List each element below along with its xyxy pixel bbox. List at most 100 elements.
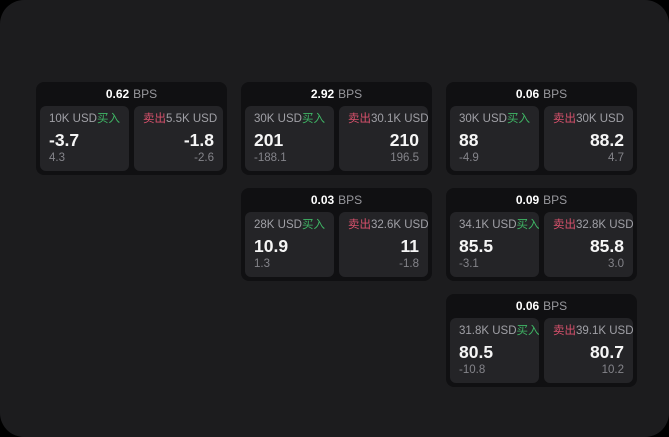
sell-price: 88.2	[589, 129, 624, 150]
buy-side-label: 买入	[302, 113, 325, 125]
bps-header: 0.06 BPS	[446, 294, 637, 318]
quote-cards-grid: 0.62 BPS 10K USD 买入 -3.7 4.3 卖出 5.5K USD…	[36, 82, 637, 387]
bps-unit-label: BPS	[543, 193, 568, 207]
buy-delta: -10.8	[459, 363, 486, 376]
buy-panel-top-row: 30K USD 买入	[254, 113, 325, 126]
sell-panel[interactable]: 卖出 5.5K USD -1.8 -2.6	[134, 106, 223, 171]
buy-panel-top-row: 30K USD 买入	[459, 113, 530, 126]
buy-side-label: 买入	[507, 113, 530, 125]
card-body: 30K USD 买入 88 -4.9 卖出 30K USD 88.2 4.7	[446, 106, 637, 175]
sell-notional: 30.1K USD	[371, 113, 429, 125]
quote-card: 0.06 BPS 31.8K USD 买入 80.5 -10.8 卖出 39.1…	[446, 294, 637, 387]
buy-price: 201	[254, 129, 284, 150]
buy-notional: 30K USD	[459, 113, 507, 125]
sell-panel[interactable]: 卖出 30.1K USD 210 196.5	[339, 106, 429, 171]
buy-price: 10.9	[254, 235, 289, 256]
buy-side-label: 买入	[516, 219, 540, 231]
sell-panel[interactable]: 卖出 30K USD 88.2 4.7	[544, 106, 633, 171]
sell-panel-top-row: 卖出 32.6K USD	[348, 219, 429, 232]
sell-panel-top-row: 卖出 30K USD	[553, 113, 624, 126]
buy-panel-top-row: 10K USD 买入	[49, 113, 120, 126]
bps-header: 0.09 BPS	[446, 188, 637, 212]
buy-delta: -4.9	[459, 151, 479, 164]
bps-header: 2.92 BPS	[241, 82, 432, 106]
sell-notional: 5.5K USD	[166, 113, 218, 125]
bps-value: 0.06	[515, 299, 540, 313]
buy-panel[interactable]: 31.8K USD 买入 80.5 -10.8	[450, 318, 540, 383]
sell-panel[interactable]: 卖出 32.6K USD 11 -1.8	[339, 212, 429, 277]
card-body: 28K USD 买入 10.9 1.3 卖出 32.6K USD 11 -1.8	[241, 212, 432, 281]
bps-header: 0.62 BPS	[36, 82, 227, 106]
sell-panel-top-row: 卖出 5.5K USD	[143, 113, 218, 126]
sell-delta: -1.8	[399, 257, 419, 270]
quote-card: 0.03 BPS 28K USD 买入 10.9 1.3 卖出 32.6K US…	[241, 188, 432, 281]
quote-card: 0.06 BPS 30K USD 买入 88 -4.9 卖出 30K USD 8…	[446, 82, 637, 175]
sell-side-label: 卖出	[553, 219, 576, 231]
sell-panel[interactable]: 卖出 39.1K USD 80.7 10.2	[544, 318, 634, 383]
card-body: 30K USD 买入 201 -188.1 卖出 30.1K USD 210 1…	[241, 106, 432, 175]
buy-delta: -3.1	[459, 257, 479, 270]
sell-side-label: 卖出	[553, 113, 576, 125]
sell-side-label: 卖出	[143, 113, 166, 125]
sell-price: 85.8	[589, 235, 624, 256]
buy-side-label: 买入	[516, 325, 540, 337]
buy-panel-top-row: 28K USD 买入	[254, 219, 325, 232]
sell-price: 11	[400, 235, 420, 256]
sell-price: 80.7	[589, 341, 624, 362]
sell-panel[interactable]: 卖出 32.8K USD 85.8 3.0	[544, 212, 634, 277]
sell-notional: 32.8K USD	[576, 219, 634, 231]
buy-panel[interactable]: 10K USD 买入 -3.7 4.3	[40, 106, 129, 171]
buy-notional: 10K USD	[49, 113, 97, 125]
bps-unit-label: BPS	[543, 299, 568, 313]
sell-panel-top-row: 卖出 32.8K USD	[553, 219, 634, 232]
bps-value: 0.09	[515, 193, 540, 207]
buy-side-label: 买入	[302, 219, 325, 231]
card-body: 10K USD 买入 -3.7 4.3 卖出 5.5K USD -1.8 -2.…	[36, 106, 227, 175]
sell-side-label: 卖出	[348, 113, 371, 125]
bps-unit-label: BPS	[338, 193, 363, 207]
buy-notional: 30K USD	[254, 113, 302, 125]
sell-delta: 3.0	[608, 257, 624, 270]
quote-card: 2.92 BPS 30K USD 买入 201 -188.1 卖出 30.1K …	[241, 82, 432, 175]
sell-delta: 10.2	[601, 363, 624, 376]
buy-side-label: 买入	[97, 113, 120, 125]
bps-value: 2.92	[310, 87, 335, 101]
buy-panel[interactable]: 30K USD 买入 88 -4.9	[450, 106, 539, 171]
quote-card: 0.09 BPS 34.1K USD 买入 85.5 -3.1 卖出 32.8K…	[446, 188, 637, 281]
sell-side-label: 卖出	[553, 325, 576, 337]
sell-notional: 39.1K USD	[576, 325, 634, 337]
buy-notional: 28K USD	[254, 219, 302, 231]
quote-card: 0.62 BPS 10K USD 买入 -3.7 4.3 卖出 5.5K USD…	[36, 82, 227, 175]
sell-delta: -2.6	[194, 151, 214, 164]
bps-unit-label: BPS	[133, 87, 158, 101]
sell-price: -1.8	[183, 129, 214, 150]
bps-header: 0.03 BPS	[241, 188, 432, 212]
bps-value: 0.62	[105, 87, 130, 101]
sell-panel-top-row: 卖出 30.1K USD	[348, 113, 429, 126]
bps-value: 0.06	[515, 87, 540, 101]
buy-panel[interactable]: 30K USD 买入 201 -188.1	[245, 106, 334, 171]
card-body: 31.8K USD 买入 80.5 -10.8 卖出 39.1K USD 80.…	[446, 318, 637, 387]
buy-panel-top-row: 34.1K USD 买入	[459, 219, 540, 232]
buy-panel[interactable]: 28K USD 买入 10.9 1.3	[245, 212, 334, 277]
buy-panel[interactable]: 34.1K USD 买入 85.5 -3.1	[450, 212, 540, 277]
bps-header: 0.06 BPS	[446, 82, 637, 106]
buy-price: 85.5	[459, 235, 494, 256]
buy-delta: 4.3	[49, 151, 65, 164]
sell-side-label: 卖出	[348, 219, 371, 231]
bps-value: 0.03	[310, 193, 335, 207]
sell-delta: 4.7	[608, 151, 624, 164]
buy-notional: 34.1K USD	[459, 219, 517, 231]
buy-delta: 1.3	[254, 257, 270, 270]
sell-price: 210	[389, 129, 419, 150]
sell-delta: 196.5	[390, 151, 419, 164]
sell-notional: 32.6K USD	[371, 219, 429, 231]
bps-unit-label: BPS	[543, 87, 568, 101]
sell-notional: 30K USD	[576, 113, 624, 125]
buy-price: 80.5	[459, 341, 494, 362]
buy-price: 88	[459, 129, 479, 150]
buy-notional: 31.8K USD	[459, 325, 517, 337]
bps-unit-label: BPS	[338, 87, 363, 101]
buy-delta: -188.1	[254, 151, 287, 164]
